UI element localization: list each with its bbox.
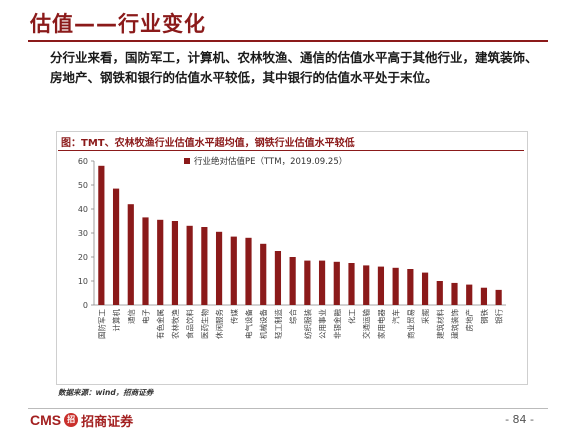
y-tick-label: 0 — [83, 301, 88, 310]
logo-mark-icon: 招 — [64, 413, 79, 427]
bar-公用事业 — [318, 260, 326, 305]
x-tick-label: 国防军工 — [96, 309, 106, 339]
page-title: 估值——行业变化 — [30, 12, 206, 36]
bar-建筑材料 — [436, 281, 443, 305]
x-tick-label: 钢铁 — [479, 309, 489, 324]
bar-有色金属 — [157, 219, 164, 305]
bar-商业贸易 — [407, 269, 414, 305]
bar-传媒 — [230, 236, 237, 305]
y-tick-label: 60 — [78, 157, 88, 166]
x-tick-label: 食品饮料 — [185, 309, 195, 339]
x-tick-label: 农林牧渔 — [170, 309, 180, 339]
bar-轻工制造 — [274, 251, 282, 305]
footer-divider — [28, 408, 548, 409]
data-source-note: 数据来源：wind，招商证券 — [58, 388, 154, 397]
x-tick-label: 房地产 — [464, 309, 474, 332]
bar-电子 — [142, 217, 149, 305]
bar-通信 — [127, 204, 134, 305]
y-tick-label: 10 — [78, 277, 88, 286]
y-tick-label: 50 — [78, 181, 88, 190]
x-tick-label: 电子 — [141, 309, 151, 324]
x-tick-label: 传媒 — [229, 309, 239, 324]
bar-电气设备 — [245, 237, 252, 305]
bar-建筑装饰 — [451, 282, 458, 305]
y-tick-label: 20 — [78, 253, 88, 262]
summary-paragraph: 分行业来看，国防军工，计算机、农林牧渔、通信的估值水平高于其他行业，建筑装饰、房… — [50, 50, 538, 85]
x-tick-label: 汽车 — [391, 309, 401, 324]
bar-农林牧渔 — [171, 221, 179, 305]
x-tick-label: 有色金属 — [155, 309, 165, 339]
x-tick-label: 电气设备 — [244, 309, 254, 339]
bar-化工 — [348, 263, 355, 305]
x-tick-label: 交通运输 — [361, 309, 371, 339]
x-tick-label: 计算机 — [111, 309, 121, 332]
bar-机械设备 — [260, 243, 267, 305]
title-underline — [28, 40, 548, 42]
x-tick-label: 机械设备 — [258, 309, 268, 339]
x-tick-label: 化工 — [347, 309, 357, 324]
x-tick-label: 休闲服务 — [214, 309, 224, 339]
bar-交通运输 — [363, 265, 370, 305]
bar-综合 — [289, 257, 296, 305]
caption-underline — [58, 150, 524, 151]
bar-chart: 0 10 20 30 40 50 60 国防军工 计算机 通信 电子 有色金属 农林牧渔 食品饮料 医药生… — [78, 156, 506, 339]
x-tick-label: 纺织服装 — [302, 309, 312, 339]
bar-采掘 — [421, 272, 429, 305]
bar-纺织服装 — [304, 260, 311, 305]
bar-家用电器 — [377, 266, 385, 305]
x-tick-label: 采掘 — [420, 309, 430, 324]
x-tick-label: 家用电器 — [376, 309, 386, 339]
label-layer: 国防军工 计算机 通信 电子 有色金属 农林牧渔 食品饮料 医药生物 休闲服务 传媒 电气设备 机械设… — [96, 309, 503, 339]
legend-swatch — [184, 158, 190, 164]
bar-layer — [98, 165, 502, 305]
x-tick-label: 商业贸易 — [405, 309, 415, 339]
bar-国防军工 — [98, 165, 105, 305]
x-tick-label: 通信 — [126, 309, 136, 324]
bar-食品饮料 — [186, 225, 193, 305]
x-tick-label: 综合 — [288, 309, 298, 324]
y-tick-label: 30 — [78, 229, 88, 238]
x-tick-label: 非银金融 — [332, 309, 342, 339]
logo-chinese-text: 招商证券 — [81, 414, 134, 430]
x-tick-label: 轻工制造 — [273, 309, 283, 339]
x-tick-label: 建筑材料 — [435, 309, 445, 339]
x-tick-label: 医药生物 — [199, 309, 209, 339]
x-tick-label: 建筑装饰 — [450, 309, 460, 339]
legend-label: 行业绝对估值PE（TTM，2019.09.25） — [194, 156, 347, 167]
bar-休闲服务 — [215, 231, 223, 305]
bar-房地产 — [466, 284, 473, 305]
bar-汽车 — [392, 267, 399, 305]
logo-cms-text: CMS — [30, 412, 62, 428]
bar-非银金融 — [333, 261, 340, 305]
company-logo: CMS 招 招商证券 — [30, 411, 134, 430]
y-tick-label: 40 — [78, 205, 88, 214]
bar-银行 — [495, 289, 502, 305]
bar-钢铁 — [480, 287, 488, 305]
x-tick-label: 公用事业 — [317, 309, 327, 339]
chart-caption: 图：TMT、农林牧渔行业估值水平超均值，钢铁行业估值水平较低 — [61, 138, 355, 149]
page-number: - 84 - — [505, 413, 534, 426]
bar-医药生物 — [201, 227, 208, 305]
x-tick-label: 银行 — [494, 309, 504, 324]
legend: 行业绝对估值PE（TTM，2019.09.25） — [184, 156, 347, 167]
bar-计算机 — [112, 188, 120, 305]
